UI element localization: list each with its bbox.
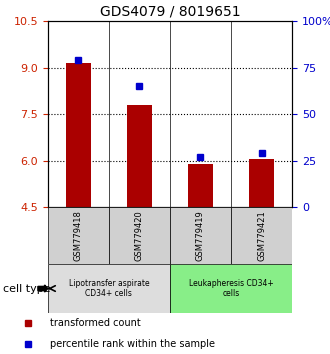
FancyBboxPatch shape [48, 264, 170, 313]
Text: GSM779421: GSM779421 [257, 210, 266, 261]
Text: percentile rank within the sample: percentile rank within the sample [50, 339, 214, 349]
Text: cell type: cell type [3, 284, 51, 293]
Bar [66, 63, 90, 207]
FancyBboxPatch shape [170, 207, 231, 264]
Text: GSM779418: GSM779418 [74, 210, 83, 261]
Bar [249, 159, 274, 207]
Text: Lipotransfer aspirate
CD34+ cells: Lipotransfer aspirate CD34+ cells [69, 279, 149, 298]
Text: Leukapheresis CD34+
cells: Leukapheresis CD34+ cells [189, 279, 273, 298]
Title: GDS4079 / 8019651: GDS4079 / 8019651 [100, 5, 240, 19]
FancyBboxPatch shape [48, 207, 109, 264]
Text: transformed count: transformed count [50, 319, 140, 329]
Bar [127, 105, 152, 207]
FancyBboxPatch shape [231, 207, 292, 264]
Text: GSM779420: GSM779420 [135, 210, 144, 261]
Text: GSM779419: GSM779419 [196, 210, 205, 261]
FancyBboxPatch shape [170, 264, 292, 313]
Bar [188, 164, 213, 207]
FancyBboxPatch shape [109, 207, 170, 264]
